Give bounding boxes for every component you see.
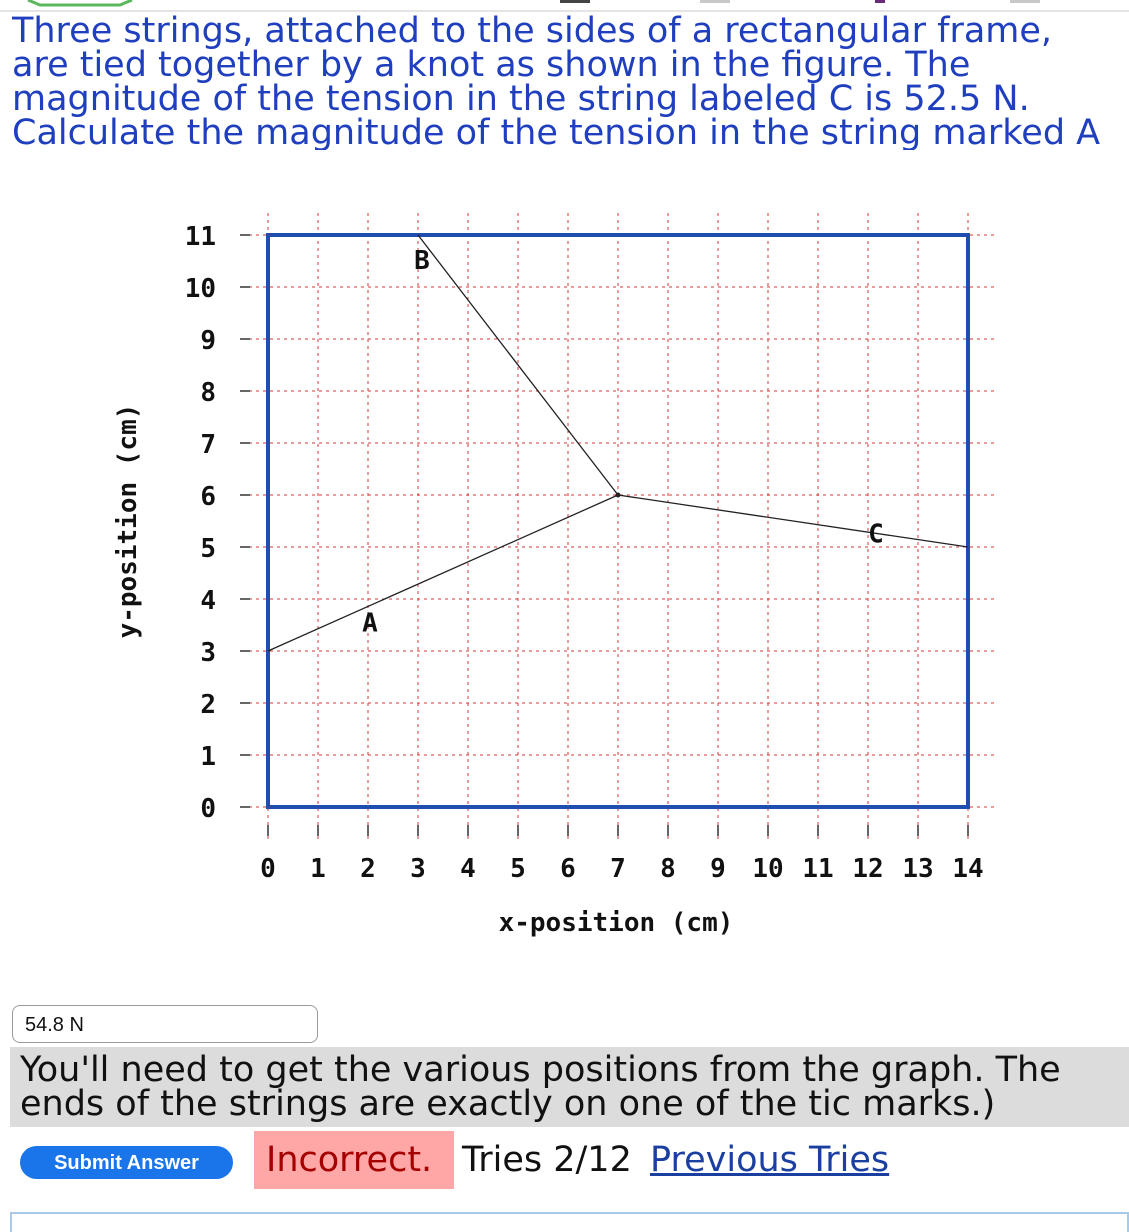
- y-tick-label: 10: [185, 274, 216, 304]
- x-tick-label: 4: [460, 854, 476, 884]
- problem-line: are tied together by a knot as shown in …: [12, 45, 971, 85]
- y-axis-label: y-position (cm): [113, 404, 143, 639]
- x-tick-label: 0: [260, 854, 276, 884]
- x-tick-label: 2: [360, 854, 376, 884]
- x-tick-label: 11: [802, 854, 833, 884]
- y-tick-label: 9: [200, 326, 216, 356]
- x-tick-label: 10: [752, 854, 783, 884]
- string-label-a: A: [362, 608, 378, 638]
- y-tick-label: 1: [200, 742, 216, 772]
- x-tick-label: 12: [852, 854, 883, 884]
- y-tick-label: 5: [200, 534, 216, 564]
- string-label-c: C: [868, 519, 884, 549]
- x-tick-label: 9: [710, 854, 726, 884]
- hint-box: You'll need to get the various positions…: [10, 1047, 1129, 1127]
- incorrect-status-badge: Incorrect.: [254, 1131, 454, 1189]
- string-c: [617, 494, 969, 548]
- string-a: [267, 494, 619, 652]
- y-tick-label: 2: [200, 690, 216, 720]
- previous-tries-link[interactable]: Previous Tries: [650, 1140, 890, 1180]
- problem-line: magnitude of the tension in the string l…: [12, 79, 1030, 119]
- x-axis-label: x-position (cm): [499, 908, 734, 938]
- y-tick-label: 4: [200, 586, 216, 616]
- y-tick-label: 3: [200, 638, 216, 668]
- x-tick-label: 7: [610, 854, 626, 884]
- top-decoration: [0, 0, 1129, 12]
- y-tick-label: 7: [200, 430, 216, 460]
- problem-statement: Three strings, attached to the sides of …: [12, 14, 1129, 150]
- problem-line: Three strings, attached to the sides of …: [12, 14, 1053, 51]
- y-tick-label: 6: [200, 482, 216, 512]
- tries-counter: Tries 2/12: [462, 1140, 632, 1180]
- next-section-panel: [10, 1212, 1129, 1232]
- rectangular-frame: [266, 233, 970, 809]
- problem-line: Calculate the magnitude of the tension i…: [12, 113, 1101, 151]
- knot-point: [615, 492, 621, 498]
- hint-line: ends of the strings are exactly on one o…: [20, 1084, 996, 1124]
- x-tick-label: 3: [410, 854, 426, 884]
- y-tick-label: 0: [200, 794, 216, 824]
- x-tick-label: 13: [902, 854, 933, 884]
- hint-line: You'll need to get the various positions…: [20, 1050, 1061, 1090]
- y-tick-label: 8: [200, 378, 216, 408]
- x-tick-label: 14: [952, 854, 983, 884]
- y-tick-label: 11: [185, 222, 216, 252]
- answer-input[interactable]: 54.8 N: [12, 1005, 318, 1043]
- x-tick-label: 5: [510, 854, 526, 884]
- string-tension-figure: 0 1 2 3 4 5 6 7 8 9 10 11 12 13 1401234567891011x-posi…: [113, 213, 998, 938]
- x-tick-label: 6: [560, 854, 576, 884]
- x-tick-label: 8: [660, 854, 676, 884]
- string-label-b: B: [414, 246, 430, 276]
- string-b: [417, 234, 619, 496]
- submit-answer-button[interactable]: Submit Answer: [20, 1146, 233, 1179]
- x-tick-label: 1: [310, 854, 326, 884]
